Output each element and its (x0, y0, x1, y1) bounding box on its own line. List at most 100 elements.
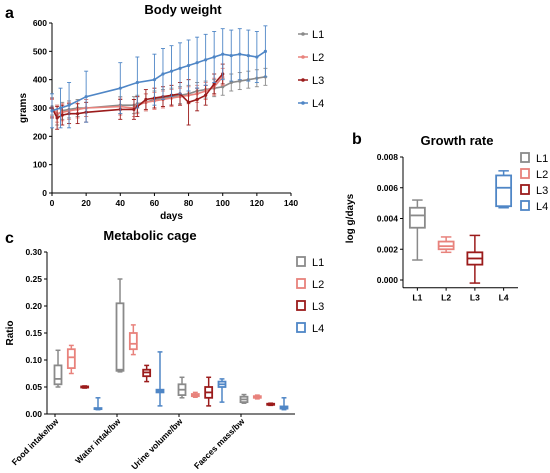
chart-c-title: Metabolic cage (103, 228, 196, 243)
chart-a-data-point (178, 66, 182, 70)
chart-c-y-tick-label: 0.30 (25, 247, 42, 257)
chart-c-x-tick-label: Food intake/bw (10, 416, 61, 467)
chart-b-y-axis-label: log g/days (345, 193, 356, 243)
chart-a-y-tick-label: 0 (42, 188, 47, 198)
chart-a-data-point (229, 80, 233, 85)
chart-b-x-tick-label: L2 (441, 293, 451, 303)
chart-a-data-point (58, 106, 63, 110)
chart-b-y-tick-label: 0.006 (377, 183, 399, 193)
chart-c-box-l1-box (53, 364, 63, 386)
chart-c-y-axis-label: Ratio (5, 321, 16, 346)
chart-c-x-tick-label: Water intak/bw (73, 416, 123, 466)
chart-b-y-tick-label: 0.004 (377, 214, 399, 224)
chart-b-legend-swatch (520, 168, 530, 179)
chart-b-legend-label: L4 (536, 201, 548, 213)
chart-a-data-point (212, 82, 216, 86)
chart-c-y-tick-label: 0.05 (25, 382, 42, 392)
chart-a-x-tick-label: 100 (216, 198, 230, 208)
chart-a-data-point (238, 79, 242, 83)
chart-a-y-tick-label: 100 (33, 160, 47, 170)
chart-c-legend-label: L4 (312, 323, 324, 335)
chart-a-legend-marker (301, 78, 305, 82)
chart-a-data-point (67, 103, 71, 107)
chart-a-data-point (221, 85, 225, 89)
chart-a-x-tick-label: 0 (50, 198, 55, 208)
chart-c-box-l2-box (66, 348, 76, 370)
chart-a-data-point (118, 86, 122, 90)
chart-b-x-tick-label: L3 (470, 293, 480, 303)
chart-a-data-point (186, 63, 191, 68)
chart-a-legend-label: L4 (312, 98, 324, 110)
chart-b: 0.000 0.002 0.004 0.006 0.008 log g/days L1 L2 L… (345, 152, 548, 303)
chart-a-data-point (55, 116, 59, 120)
chart-a-data-point (255, 55, 259, 59)
chart-c-legend-label: L2 (312, 279, 324, 291)
chart-a-x-tick-label: 140 (284, 198, 298, 208)
chart-b-y-tick-label: 0.002 (377, 244, 399, 254)
chart-b-box-l1-box (408, 206, 426, 229)
chart-b-x-tick-label: L4 (499, 293, 509, 303)
chart-a-data-point (195, 97, 199, 102)
chart-a: 0 100 200 300 400 500 600 0 20 40 60 80 100 120 140 day… (18, 18, 324, 222)
chart-b-legend-label: L2 (536, 169, 548, 181)
chart-c-legend-label: L1 (312, 257, 324, 269)
chart-a-x-tick-label: 80 (184, 198, 194, 208)
chart-c-x-tick-label: Urine volume/bw (129, 416, 184, 471)
chart-a-y-tick-label: 300 (33, 103, 47, 113)
chart-c-legend-swatch (296, 322, 306, 333)
chart-a-data-point (238, 52, 242, 56)
chart-c-y-tick-label: 0.15 (25, 328, 42, 338)
chart-b-legend-swatch (520, 200, 530, 211)
chart-c-x-tick-label: Faeces mass/bw (192, 416, 247, 471)
chart-a-x-tick-label: 20 (81, 198, 91, 208)
chart-b-y-tick-label: 0.008 (377, 152, 399, 162)
chart-a-y-tick-label: 200 (33, 131, 47, 141)
chart-a-data-point (204, 58, 208, 62)
chart-b-legend-label: L1 (536, 153, 548, 165)
chart-c-y-tick-label: 0.20 (25, 301, 42, 311)
chart-a-data-point (60, 113, 64, 117)
chart-c-legend-label: L3 (312, 301, 324, 313)
chart-a-legend-label: L3 (312, 75, 324, 87)
chart-c-y-tick-label: 0.00 (25, 409, 42, 419)
chart-a-data-point (221, 52, 225, 56)
chart-a-legend-label: L1 (312, 29, 324, 41)
chart-a-x-axis-label: days (160, 211, 183, 222)
chart-a-data-point (263, 49, 267, 53)
chart-a-x-tick-label: 60 (150, 198, 160, 208)
chart-c-y-tick-label: 0.25 (25, 274, 42, 284)
chart-c: 0.00 0.05 0.10 0.15 0.20 0.25 0.30 Ratio Food in… (5, 247, 324, 472)
chart-c-box-l2-box (128, 332, 138, 351)
chart-a-data-point (50, 109, 54, 113)
chart-a-x-tick-label: 120 (250, 198, 264, 208)
chart-a-y-tick-label: 400 (33, 75, 47, 85)
chart-b-legend-swatch (520, 184, 530, 195)
chart-a-y-tick-label: 500 (33, 46, 47, 56)
chart-a-data-point (135, 80, 139, 85)
chart-b-legend-swatch (520, 152, 530, 163)
chart-c-y-tick-label: 0.10 (25, 355, 42, 365)
chart-a-title: Body weight (144, 2, 222, 17)
chart-a-legend-marker (301, 101, 305, 105)
chart-a-data-point (132, 107, 136, 112)
chart-a-series-line-l4 (51, 50, 266, 112)
chart-c-legend-swatch (296, 278, 306, 289)
chart-c-legend-swatch (296, 300, 306, 311)
chart-b-x-tick-label: L1 (412, 293, 422, 303)
chart-a-data-point (186, 100, 191, 104)
chart-b-y-tick-label: 0.000 (377, 275, 399, 285)
chart-a-data-point (152, 78, 157, 82)
chart-b-box-l4-box (495, 174, 513, 208)
chart-a-data-point (144, 97, 148, 102)
chart-a-y-tick-label: 600 (33, 18, 47, 28)
panel-letter-c: c (5, 230, 14, 247)
chart-a-data-point (76, 112, 80, 116)
panel-letter-a: a (5, 5, 14, 22)
chart-a-data-point (195, 61, 199, 65)
panel-letter-b: b (352, 131, 362, 148)
chart-a-legend-marker (301, 32, 305, 36)
chart-a-y-axis-label: grams (18, 93, 29, 123)
chart-a-data-point (84, 95, 88, 99)
chart-a-legend-label: L2 (312, 52, 324, 64)
